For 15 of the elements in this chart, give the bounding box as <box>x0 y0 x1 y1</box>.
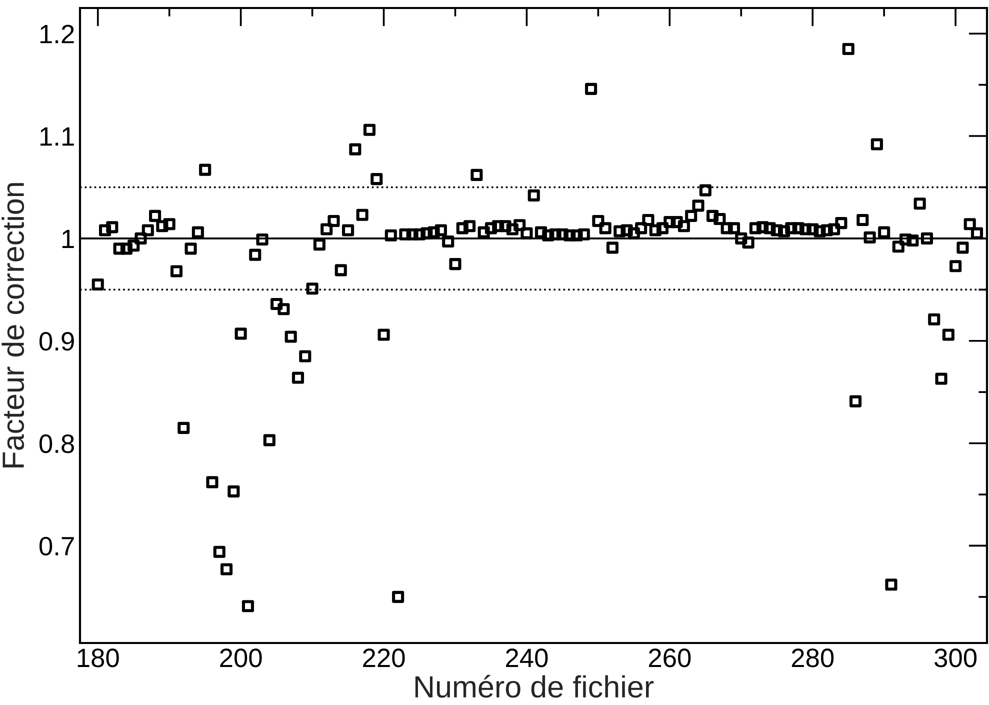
y-tick-label: 1.2 <box>40 24 74 44</box>
y-tick-label: 1 <box>62 230 74 248</box>
y-tick-label: 0.9 <box>39 332 74 351</box>
y-tick-label: 1.1 <box>40 127 74 146</box>
x-tick-label: 200 <box>220 648 262 668</box>
y-tick-label: 0.7 <box>39 536 74 556</box>
x-tick-label: 300 <box>934 648 977 668</box>
x-tick-label: 260 <box>648 648 691 668</box>
x-tick-label: 240 <box>506 648 548 668</box>
x-tick-label: 220 <box>363 648 405 668</box>
x-axis-title: Numéro de fichier <box>415 674 654 698</box>
x-tick-label: 180 <box>78 648 119 668</box>
y-tick-label: 0.8 <box>39 434 74 454</box>
x-tick-label: 280 <box>792 648 834 668</box>
y-axis-title: Facteur de correction <box>2 183 24 468</box>
